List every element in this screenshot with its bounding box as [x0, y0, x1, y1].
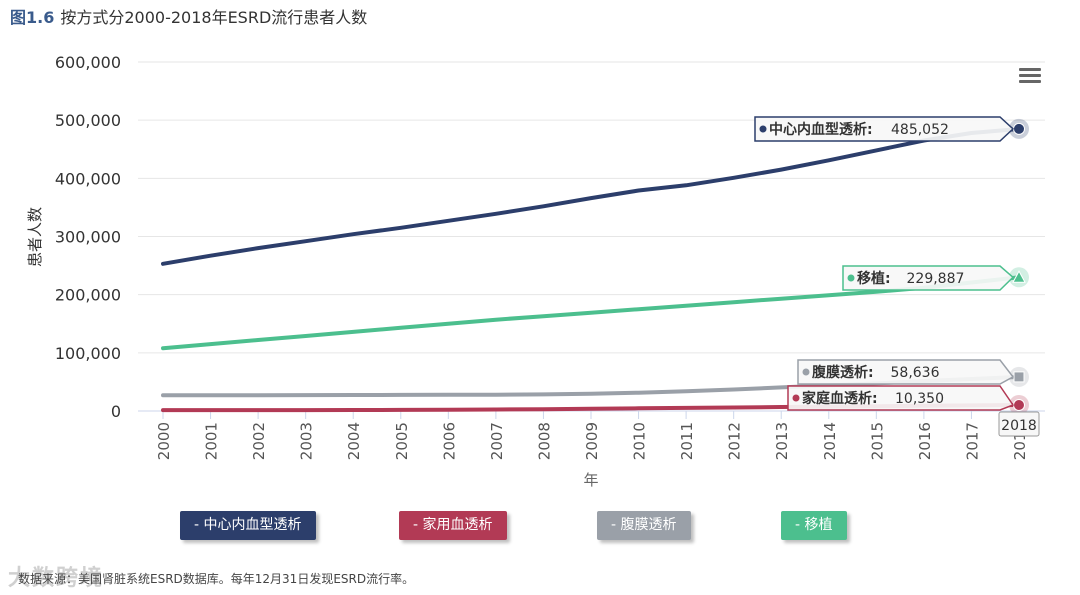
tooltip: 家庭血透析: 10,350 — [787, 385, 1015, 411]
series-line — [161, 275, 1021, 351]
figure-number: 图1.6 — [10, 8, 55, 27]
tooltip-label: 移植: — [857, 270, 891, 287]
x-tick-label: 2005 — [393, 422, 411, 460]
y-tick-label: 600,000 — [55, 53, 121, 72]
y-tick-label: 0 — [111, 402, 121, 421]
y-tick-label: 200,000 — [55, 286, 121, 305]
watermark: 大数跨境 — [8, 566, 105, 591]
data-point — [1013, 398, 1025, 411]
tooltip-bullet — [792, 394, 800, 402]
tooltip-bullet — [759, 125, 767, 133]
x-tick-label: 2015 — [868, 422, 886, 460]
tooltip: 移植: 229,887 — [842, 265, 1015, 291]
tooltip-box — [754, 116, 1015, 142]
hover-x-label: 2018 — [998, 411, 1040, 437]
x-tick-label: 2016 — [916, 422, 934, 460]
y-tick-label: 300,000 — [55, 228, 121, 247]
tooltip-label: 家庭血透析: — [802, 390, 878, 407]
x-axis: 2000 2001 2002 2003 2004 2005 2006 2007 2008 2009… — [155, 411, 1029, 460]
x-tick-label: 2011 — [678, 422, 696, 460]
tooltip-label: 腹膜透析: — [812, 364, 874, 381]
x-tick-label: 2007 — [488, 422, 506, 460]
legend-item-peritoneal-dialysis[interactable]: - 腹膜透析 — [597, 511, 691, 540]
figure-caption: 按方式分2000-2018年ESRD流行患者人数 — [60, 8, 368, 27]
y-tick-label: 400,000 — [55, 169, 121, 188]
tooltips: 中心内血型透析: 485,052 移植: 229,887 腹膜透析: 58,636 家庭血透… — [754, 116, 1015, 411]
tooltip-box — [787, 385, 1015, 411]
tooltip-value: 58,636 — [891, 365, 940, 381]
y-tick-label: 500,000 — [55, 111, 121, 130]
data-point — [1012, 270, 1026, 283]
tooltip-bullet — [847, 274, 855, 282]
source-note: 数据来源：美国肾脏系统ESRD数据库。每年12月31日发现ESRD流行率。 — [18, 572, 415, 586]
x-tick-label: 2003 — [298, 422, 316, 460]
hover-x-box — [998, 411, 1040, 437]
x-tick-label: 2002 — [250, 422, 268, 460]
x-tick-label: 2006 — [440, 422, 458, 460]
tooltip: 中心内血型透析: 485,052 — [754, 116, 1015, 142]
menu-icon[interactable] — [1019, 68, 1041, 84]
y-axis-title: 患者人数 — [26, 207, 44, 267]
x-tick-label: 2014 — [821, 422, 839, 460]
y-tick-label: 100,000 — [55, 344, 121, 363]
data-point — [1013, 122, 1025, 135]
x-tick-label: 2004 — [345, 422, 363, 460]
x-tick-label: 2001 — [203, 422, 221, 460]
legend-item-home-hemodialysis[interactable]: - 家用血透析 — [399, 511, 507, 540]
x-tick-label: 2008 — [535, 422, 553, 460]
x-tick-label: 2009 — [583, 422, 601, 460]
x-tick-label: 2012 — [726, 422, 744, 460]
legend-item-center-hemodialysis[interactable]: - 中心内血型透析 — [180, 511, 316, 540]
x-tick-label: 2013 — [773, 422, 791, 460]
hover-x-text: 2018 — [1001, 418, 1037, 434]
series-markers — [1009, 118, 1029, 415]
x-tick-label: 2000 — [155, 422, 173, 460]
series-line — [161, 126, 1021, 266]
x-tick-label: 2010 — [631, 422, 649, 460]
tooltip-label: 中心内血型透析: — [769, 121, 873, 138]
data-point — [1013, 371, 1025, 383]
tooltip-value: 485,052 — [891, 122, 949, 138]
legend-item-transplant[interactable]: - 移植 — [781, 511, 847, 540]
tooltip-box — [842, 265, 1015, 291]
tooltip-value: 229,887 — [907, 271, 965, 287]
gridlines — [138, 61, 1045, 412]
y-axis: 0 100,000 200,000 300,000 400,000 500,000 600,… — [55, 53, 121, 421]
figure-title: 图1.6 按方式分2000-2018年ESRD流行患者人数 — [10, 4, 367, 28]
tooltip-bullet — [802, 368, 810, 376]
x-tick-label: 2017 — [963, 422, 981, 460]
x-axis-title: 年 — [583, 471, 598, 489]
tooltip-box — [797, 359, 1015, 385]
tooltip-value: 10,350 — [895, 391, 944, 407]
tooltip: 腹膜透析: 58,636 — [797, 359, 1015, 385]
